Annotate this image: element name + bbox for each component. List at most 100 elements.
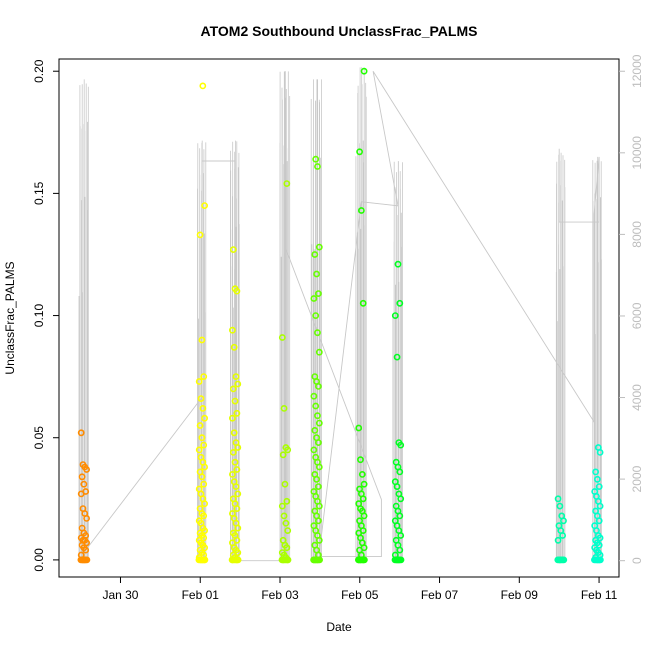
y2-tick-label: 12000 <box>630 54 644 88</box>
data-point <box>77 490 85 498</box>
data-point <box>284 527 292 534</box>
data-point <box>311 426 319 434</box>
data-point <box>313 475 320 483</box>
data-point <box>199 82 207 90</box>
data-point <box>196 231 204 239</box>
data-point <box>282 519 290 527</box>
data-point <box>360 512 368 520</box>
data-point <box>315 348 323 356</box>
data-point <box>83 466 90 473</box>
data-point <box>391 312 399 319</box>
data-point <box>233 505 241 512</box>
data-point <box>230 429 238 437</box>
data-point <box>200 441 208 449</box>
data-point <box>199 404 207 412</box>
data-point <box>554 536 562 544</box>
data-point <box>80 480 88 488</box>
data-point <box>357 456 364 464</box>
data-point <box>234 444 242 451</box>
data-point <box>312 155 320 163</box>
data-point <box>233 287 241 295</box>
data-point <box>283 544 291 552</box>
y-axis-label: UnclassFrac_PALMS <box>3 261 17 374</box>
data-point <box>356 148 363 156</box>
data-point <box>393 483 401 490</box>
data-point <box>201 202 208 209</box>
data-point <box>234 490 242 498</box>
x-tick-label: Feb 03 <box>261 588 299 602</box>
data-point <box>554 495 562 503</box>
data-point <box>359 299 367 307</box>
data-point <box>283 497 291 505</box>
x-tick-label: Jan 30 <box>102 588 138 602</box>
data-point <box>559 532 566 539</box>
data-point <box>234 524 242 532</box>
data-point <box>195 446 203 454</box>
data-point <box>280 404 288 412</box>
data-point <box>228 326 236 334</box>
data-point <box>357 207 365 214</box>
y-tick-label: 0.05 <box>32 426 46 450</box>
data-point <box>311 251 319 258</box>
y2-tick-label: 10000 <box>630 136 644 170</box>
data-point <box>78 473 86 481</box>
altitude-profile-flight-jan29 <box>78 79 89 561</box>
x-tick-label: Feb 05 <box>341 588 379 602</box>
x-axis: Jan 30 Feb 01 Feb 03 Feb 05 Feb 07 Feb 09 Feb … <box>102 577 618 602</box>
data-point <box>229 385 237 393</box>
data-point <box>312 402 320 410</box>
data-point <box>234 556 242 564</box>
plot-box <box>58 58 620 578</box>
data-point <box>393 353 401 361</box>
data-point <box>280 512 288 520</box>
data-point <box>592 468 599 476</box>
data-point <box>200 480 208 488</box>
y-tick-label: 0.15 <box>32 181 46 205</box>
data-point <box>556 502 564 510</box>
data-point <box>279 451 287 459</box>
data-point <box>278 334 286 341</box>
y2-tick-label: 4000 <box>630 384 644 411</box>
data-point <box>233 409 241 417</box>
data-point <box>315 536 323 544</box>
data-point <box>314 329 321 337</box>
data-point <box>596 448 604 456</box>
data-point <box>281 480 289 488</box>
data-point <box>397 532 405 539</box>
data-point <box>396 468 404 476</box>
data-point <box>196 422 204 429</box>
x-tick-label: Feb 09 <box>501 588 539 602</box>
data-point <box>198 336 206 344</box>
data-point <box>228 414 236 422</box>
y2-axis: 0 2000 4000 6000 8000 10000 12000 <box>619 54 644 564</box>
data-point <box>397 556 405 564</box>
data-point <box>310 446 318 454</box>
data-point <box>396 546 404 554</box>
data-point <box>232 483 240 490</box>
data-point <box>360 480 368 488</box>
altitude-profile-flight-feb05 <box>355 67 367 561</box>
data-point <box>596 502 604 510</box>
y-tick-label: 0.00 <box>32 548 46 572</box>
y2-tick-label: 6000 <box>630 302 644 329</box>
data-point <box>231 397 239 405</box>
data-point <box>234 380 242 388</box>
data-point <box>316 556 323 564</box>
data-point <box>229 448 237 456</box>
altitude-profile-flight-feb10 <box>555 152 566 561</box>
data-point <box>314 382 322 390</box>
data-point <box>595 483 603 490</box>
chart-title: ATOM2 Southbound UnclassFrac_PALMS <box>201 23 478 39</box>
data-point <box>198 473 206 481</box>
data-point <box>200 512 208 520</box>
y2-tick-label: 8000 <box>630 221 644 248</box>
data-point <box>314 412 321 420</box>
data-point <box>314 290 322 297</box>
data-point <box>315 463 323 471</box>
data-point <box>360 556 368 564</box>
data-point <box>77 429 85 437</box>
data-point <box>394 260 402 268</box>
x-tick-label: Feb 11 <box>581 588 618 602</box>
data-point <box>313 270 320 278</box>
